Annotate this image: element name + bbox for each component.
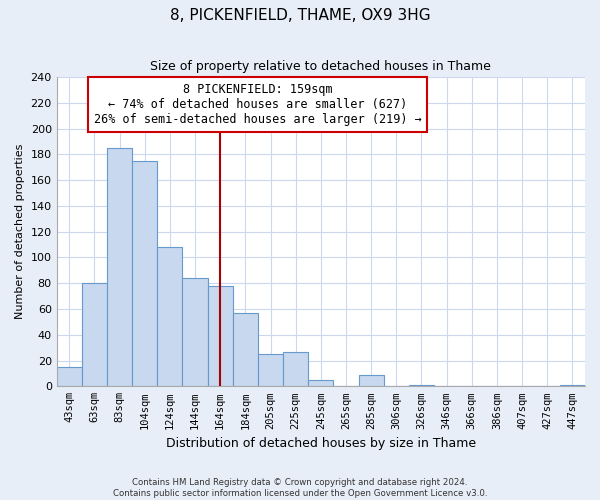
Bar <box>82 283 107 387</box>
Bar <box>283 352 308 386</box>
Bar <box>56 367 82 386</box>
Text: 8 PICKENFIELD: 159sqm
← 74% of detached houses are smaller (627)
26% of semi-det: 8 PICKENFIELD: 159sqm ← 74% of detached … <box>94 83 421 126</box>
Bar <box>308 380 334 386</box>
Title: Size of property relative to detached houses in Thame: Size of property relative to detached ho… <box>151 60 491 73</box>
Bar <box>560 385 585 386</box>
Bar <box>208 286 233 386</box>
Text: 8, PICKENFIELD, THAME, OX9 3HG: 8, PICKENFIELD, THAME, OX9 3HG <box>170 8 430 22</box>
Bar <box>258 354 283 386</box>
X-axis label: Distribution of detached houses by size in Thame: Distribution of detached houses by size … <box>166 437 476 450</box>
Bar <box>107 148 132 386</box>
Y-axis label: Number of detached properties: Number of detached properties <box>15 144 25 320</box>
Bar <box>182 278 208 386</box>
Bar <box>233 313 258 386</box>
Text: Contains HM Land Registry data © Crown copyright and database right 2024.
Contai: Contains HM Land Registry data © Crown c… <box>113 478 487 498</box>
Bar <box>132 160 157 386</box>
Bar <box>157 247 182 386</box>
Bar <box>409 385 434 386</box>
Bar <box>359 374 384 386</box>
